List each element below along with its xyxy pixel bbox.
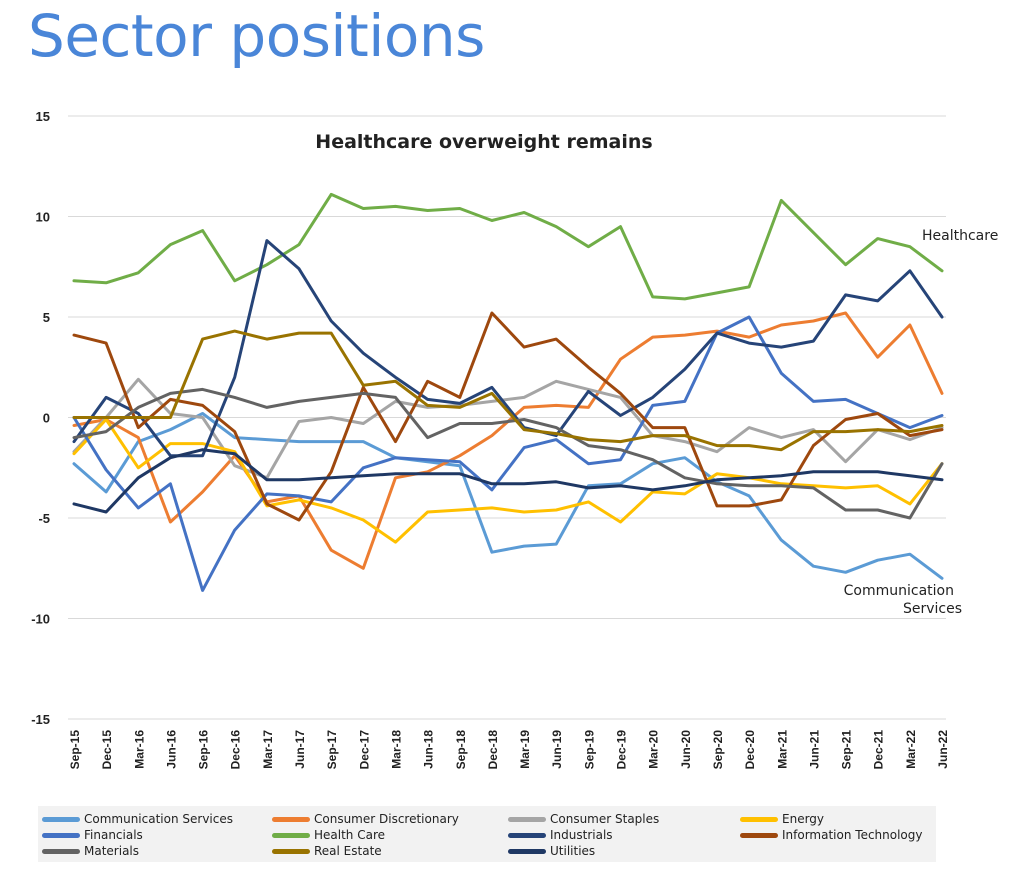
x-tick-label: Mar-17 — [261, 730, 275, 769]
x-tick-label: Sep-21 — [840, 730, 854, 770]
x-tick-label: Dec-17 — [357, 730, 371, 770]
series-line-health-care — [72, 192, 944, 301]
y-tick-label: 15 — [36, 109, 50, 124]
page-title: Sector positions — [28, 2, 485, 70]
chart-legend: Communication Services Consumer Discretio… — [38, 806, 936, 862]
legend-swatch — [272, 817, 310, 822]
chart-title: Healthcare overweight remains — [315, 131, 652, 153]
legend-label: Consumer Staples — [550, 812, 660, 826]
legend-swatch — [42, 833, 80, 838]
y-axis-ticks: 15 10 5 0 -5 -10 -15 — [31, 109, 50, 727]
x-tick-label: Dec-21 — [872, 730, 886, 770]
legend-swatch — [42, 817, 80, 822]
series-line-consumer-discretionary — [72, 311, 944, 570]
legend-label: Consumer Discretionary — [314, 812, 459, 826]
x-tick-label: Sep-17 — [325, 730, 339, 770]
y-tick-label: -10 — [31, 612, 50, 627]
x-tick-label: Sep-15 — [68, 730, 82, 770]
x-tick-label: Sep-20 — [711, 730, 725, 770]
legend-item: Energy — [740, 812, 824, 828]
x-tick-label: Jun-21 — [807, 730, 821, 769]
series-lines — [72, 192, 944, 592]
x-tick-label: Dec-16 — [229, 730, 243, 770]
x-tick-label: Sep-16 — [197, 730, 211, 770]
legend-label: Financials — [84, 828, 143, 842]
annotations: Healthcare Communication Services — [844, 228, 999, 617]
x-tick-label: Mar-18 — [389, 730, 403, 769]
legend-swatch — [272, 833, 310, 838]
legend-item: Utilities — [508, 844, 595, 860]
x-tick-label: Mar-20 — [647, 730, 661, 769]
legend-item: Communication Services — [42, 812, 233, 828]
legend-label: Information Technology — [782, 828, 923, 842]
x-tick-label: Sep-19 — [582, 730, 596, 770]
x-tick-label: Dec-20 — [743, 730, 757, 770]
legend-label: Energy — [782, 812, 825, 826]
x-tick-label: Jun-17 — [293, 730, 307, 769]
legend-swatch — [740, 817, 778, 822]
x-tick-label: Jun-18 — [422, 730, 436, 769]
x-tick-label: Dec-18 — [486, 730, 500, 770]
legend-item: Materials — [42, 844, 139, 860]
x-axis-ticks: Sep-15 Dec-15 Mar-16 Jun-16 Sep-16 Dec-16 Mar-… — [68, 730, 950, 770]
x-tick-label: Mar-22 — [904, 730, 918, 769]
legend-swatch — [508, 849, 546, 854]
x-tick-label: Jun-20 — [679, 730, 693, 769]
legend-item: Consumer Staples — [508, 812, 659, 828]
legend-item: Real Estate — [272, 844, 382, 860]
legend-label: Health Care — [314, 828, 386, 842]
legend-label: Utilities — [550, 844, 596, 858]
legend-swatch — [508, 833, 546, 838]
y-tick-label: 5 — [43, 310, 50, 325]
x-tick-label: Mar-19 — [518, 730, 532, 769]
x-tick-label: Jun-16 — [164, 730, 178, 769]
legend-item: Health Care — [272, 828, 385, 844]
y-tick-label: -15 — [31, 712, 50, 727]
series-line-energy — [72, 418, 944, 544]
legend-swatch — [272, 849, 310, 854]
legend-label: Real Estate — [314, 844, 382, 858]
legend-label: Communication Services — [84, 812, 233, 826]
x-tick-label: Dec-19 — [615, 730, 629, 770]
annotation-communication-services: Communication Services — [844, 583, 962, 617]
x-tick-label: Jun-22 — [936, 730, 950, 769]
x-tick-label: Sep-18 — [454, 730, 468, 770]
series-line-materials — [72, 387, 944, 520]
legend-swatch — [740, 833, 778, 838]
series-line-real-estate — [72, 329, 944, 452]
y-tick-label: 10 — [36, 210, 50, 225]
legend-label: Industrials — [550, 828, 613, 842]
legend-label: Materials — [84, 844, 140, 858]
x-tick-label: Mar-21 — [775, 730, 789, 769]
x-tick-label: Jun-19 — [550, 730, 564, 769]
x-tick-label: Dec-15 — [100, 730, 114, 770]
legend-item: Information Technology — [740, 828, 923, 844]
legend-swatch — [42, 849, 80, 854]
x-tick-label: Mar-16 — [132, 730, 146, 769]
legend-swatch — [508, 817, 546, 822]
annotation-healthcare: Healthcare — [922, 228, 998, 244]
series-line-utilities — [72, 448, 944, 514]
series-line-financials — [72, 315, 944, 592]
legend-item: Industrials — [508, 828, 613, 844]
series-line-consumer-staples — [72, 377, 944, 480]
legend-item: Consumer Discretionary — [272, 812, 459, 828]
legend-item: Financials — [42, 828, 143, 844]
y-tick-label: 0 — [43, 411, 50, 426]
y-tick-label: -5 — [38, 511, 50, 526]
series-line-communication-services — [72, 412, 944, 580]
series-line-industrials — [72, 239, 944, 458]
